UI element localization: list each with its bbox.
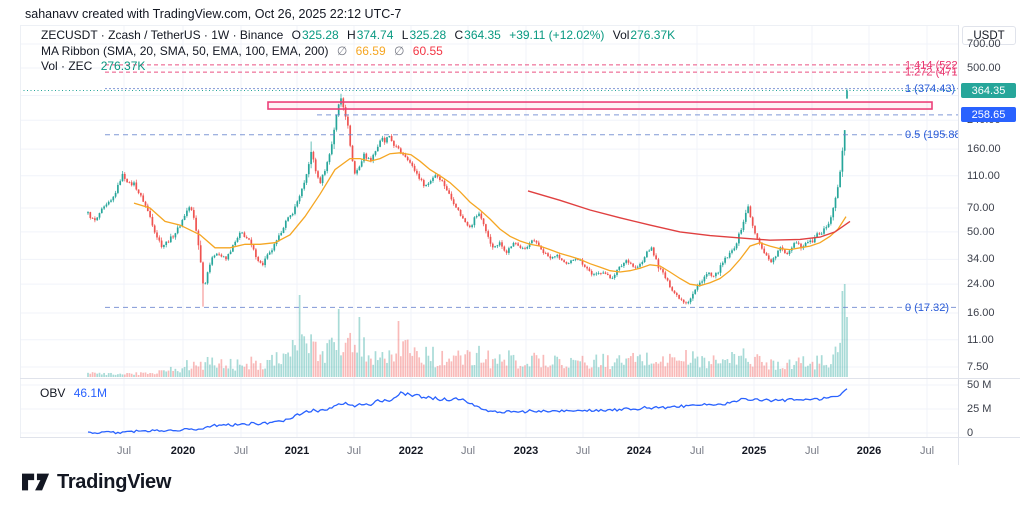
obv-label: OBV [40,386,66,400]
high-value: 374.74 [356,28,394,42]
time-axis[interactable]: Jul 2020 Jul 2021 Jul 2022 Jul 2023 Jul 2024 Jul 20… [20,437,958,465]
time-axis-label: Jul [689,445,705,457]
price-tick-label: 70.00 [967,201,995,214]
legend-ma-ribbon-row[interactable]: MA Ribbon (SMA, 20, SMA, 50, EMA, 100, E… [41,44,448,58]
high-label: H [347,28,356,42]
obv-value: 46.1M [73,386,108,400]
fib-level-label: 1.414 (522 [905,59,958,71]
price-tick-label: 34.00 [967,253,995,266]
ma-line-red [527,190,851,241]
obv-tick-label: 25 M [967,403,992,415]
tradingview-logo-icon [22,473,50,491]
volume-indicator-title: Vol · ZEC [41,59,93,73]
price-tick-label: 500.00 [967,61,1001,74]
avg-symbol-2: ∅ [393,44,405,58]
price-badge: 258.65 [961,107,1016,123]
low-value: 325.28 [409,28,447,42]
ma-ribbon-title: MA Ribbon (SMA, 20, SMA, 50, EMA, 100, E… [41,44,329,58]
candles-layer [87,88,848,307]
ma-line-orange [133,152,847,287]
price-tick-label: 16.00 [967,307,995,320]
fib-level-label: 1 (374.43) [905,83,955,95]
avg-symbol-1: ∅ [336,44,348,58]
volume-indicator-value: 276.37K [100,59,146,73]
time-axis-label: Jul [460,445,476,457]
time-axis-label: Jul [233,445,249,457]
price-tick-label: 11.00 [967,333,994,346]
ma-avg-value-2: 60.55 [412,44,443,58]
time-axis-label: 2023 [513,445,539,457]
volume-bars-layer [87,284,848,377]
ma-avg-value-1: 66.59 [355,44,386,58]
change-value: +39.11 (+12.02%) [509,28,605,42]
pane-separator[interactable] [20,378,1020,379]
legend-symbol-row[interactable]: ZECUSDT · Zcash / TetherUS · 1W · Binanc… [41,28,680,42]
vol-label: Vol [612,28,630,42]
time-axis-label: Jul [804,445,820,457]
currency-tab[interactable]: USDT [962,26,1016,45]
fib-level-label: 0.5 (195.88 [905,129,958,141]
rectangle-annotation-layer [267,101,933,110]
time-axis-label: 2024 [626,445,652,457]
obv-tick-label: 50 M [967,379,992,391]
price-axis[interactable]: USDT 700.00500.00340.00240.00160.00110.0… [958,25,1020,465]
time-axis-label: Jul [116,445,132,457]
attribution-text: sahanavv created with TradingView.com, O… [25,7,402,21]
legend-volume-row[interactable]: Vol · ZEC 276.37K [41,59,150,73]
close-label: C [454,28,464,42]
grid-layer [20,25,958,437]
ma-ribbon-layer [133,152,851,287]
low-label: L [401,28,409,42]
vol-value: 276.37K [630,28,676,42]
price-badge: 364.35 [961,83,1016,99]
price-tick-label: 700.00 [967,38,1001,51]
obv-line [87,388,848,435]
obv-tick-label: 0 [967,427,974,439]
tradingview-logo[interactable]: TradingView [22,470,171,494]
time-axis-label: Jul [919,445,935,457]
open-value: 325.28 [301,28,339,42]
symbol-title: ZECUSDT · Zcash / TetherUS · 1W · Binanc… [41,28,284,42]
fib-level-label: 0 (17.32) [905,302,949,314]
time-axis-label: 2021 [284,445,310,457]
legend-obv-row[interactable]: OBV 46.1M [40,386,112,400]
price-tick-label: 7.50 [967,360,989,373]
price-tick-label: 160.00 [967,143,1001,156]
time-axis-label: 2026 [856,445,882,457]
price-tick-label: 110.00 [967,169,1000,182]
open-label: O [291,28,301,42]
fib-level-label: 1.272 (471 [905,67,958,79]
price-tick-label: 50.00 [967,225,995,238]
resistance-zone-rectangle [267,101,933,110]
time-axis-label: 2022 [398,445,424,457]
tradingview-logo-text: TradingView [57,470,172,493]
time-axis-separator [20,437,1020,438]
time-axis-label: 2020 [170,445,196,457]
time-axis-label: Jul [575,445,591,457]
price-tick-label: 24.00 [967,278,995,291]
time-axis-label: Jul [346,445,362,457]
time-axis-label: 2025 [741,445,767,457]
obv-line-layer [87,388,848,435]
close-value: 364.35 [464,28,501,42]
